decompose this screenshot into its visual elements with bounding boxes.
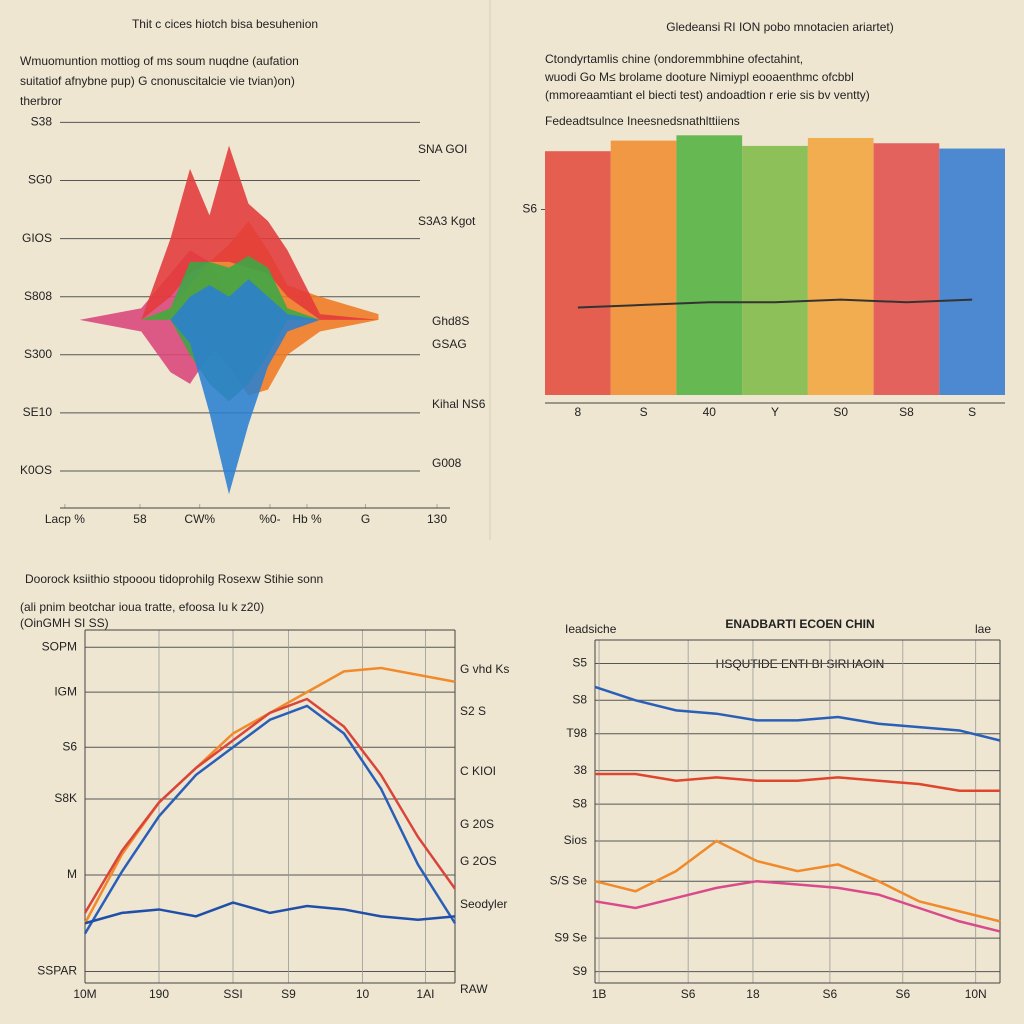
annotation: Kihal NS6 [432, 397, 486, 411]
area [79, 279, 379, 495]
annotation: Ieadsiche [565, 622, 617, 636]
line [84, 901, 456, 925]
x-tick-label: Y [771, 405, 779, 419]
x-tick-label: G [361, 512, 370, 526]
x-tick-label: S8 [899, 405, 914, 419]
x-tick-label: Hb % [292, 512, 322, 526]
y-tick-label: IGM [54, 684, 77, 698]
x-tick-label: S [968, 405, 976, 419]
y-tick-label: S/S Se [550, 873, 588, 887]
chart-subtitle: suitatiof afnybne pup) G cnonuscitalcie … [20, 74, 295, 88]
bar [939, 148, 1005, 395]
y-tick-label: S8 [572, 692, 587, 706]
line [594, 879, 1001, 933]
annotation: S2 S [460, 704, 486, 718]
line [594, 685, 1001, 742]
bar [545, 151, 611, 395]
line [577, 298, 973, 309]
bar [807, 137, 874, 395]
y-tick-label: S808 [24, 289, 52, 303]
bar [610, 140, 677, 395]
y-tick-label: S9 Se [554, 930, 587, 944]
y-tick-label: Sios [564, 833, 587, 847]
annotation: lae [975, 622, 991, 636]
x-tick-label: 58 [133, 512, 147, 526]
x-tick-label: CW% [184, 512, 215, 526]
x-tick-label: S0 [833, 405, 848, 419]
chart-title: Gledeansi RI ION pobo mnotacien ariartet… [666, 20, 893, 34]
x-tick-label: 190 [149, 987, 169, 1001]
chart-subtitle: Wmuomuntion mottiog of ms soum nuqdne (a… [20, 54, 299, 68]
bar [873, 143, 940, 395]
chart-subtitle: HSQUTIDE ENTI BI SIRHAOIN [716, 657, 885, 671]
x-tick-label: S6 [895, 987, 910, 1001]
chart-subtitle: (ali pnim beotchar ioua tratte, efoosa I… [20, 600, 264, 614]
chart-subtitle: (mmoreaamtiant el biecti test) andoadtio… [545, 88, 870, 102]
annotation: C KIOI [460, 764, 496, 778]
x-tick-label: 10 [356, 987, 370, 1001]
annotation: G 2OS [460, 854, 497, 868]
x-tick-label: %0- [259, 512, 280, 526]
annotation: RAW [460, 982, 488, 996]
x-tick-label: 10M [73, 987, 96, 1001]
chart-title: ENADBARTI ECOEN CHIN [725, 617, 874, 631]
area [79, 145, 379, 320]
y-tick-label: 38 [574, 763, 588, 777]
y-tick-label: SG0 [28, 173, 52, 187]
annotation: Ghd8S [432, 314, 469, 328]
bar [742, 145, 808, 395]
x-tick-label: 8 [575, 405, 582, 419]
x-tick-label: 1B [592, 987, 607, 1001]
annotation: GSAG [432, 337, 467, 351]
chart-title: Doorock ksiithio stpooou tidoprohilg Ros… [25, 572, 323, 586]
annotation: G vhd Ks [460, 662, 509, 676]
chart-subtitle: (OinGMH SI SS) [20, 616, 109, 630]
chart-subtitle: therbror [20, 94, 62, 108]
chart-title: Thit c cices hiotch bisa besuhenion [132, 17, 318, 31]
y-tick-label: S6 [522, 202, 537, 216]
x-tick-label: S6 [681, 987, 696, 1001]
y-tick-label: M [67, 867, 77, 881]
y-tick-label: S5 [572, 656, 587, 670]
y-tick-label: SOPM [42, 639, 77, 653]
y-tick-label: S9 [572, 964, 587, 978]
bar [676, 135, 743, 396]
annotation: Fedeadtsulnce Ineesnedsnathlttiiens [545, 114, 740, 128]
annotation: SNA GOI [418, 142, 467, 156]
x-tick-label: S9 [281, 987, 296, 1001]
line [594, 839, 1001, 923]
y-tick-label: S38 [31, 115, 53, 129]
chart-subtitle: Ctondyrtamlis chine (ondoremmbhine ofect… [545, 52, 803, 66]
annotation: Seodyler [460, 897, 507, 911]
line [83, 704, 457, 935]
x-tick-label: 1AI [416, 987, 434, 1001]
x-tick-label: SSI [223, 987, 242, 1001]
annotation: S3A3 Kgot [418, 214, 476, 228]
annotation: G008 [432, 456, 462, 470]
x-tick-label: S [640, 405, 648, 419]
y-tick-label: K0OS [20, 463, 52, 477]
y-tick-label: S300 [24, 347, 52, 361]
y-tick-label: S8 [572, 796, 587, 810]
x-tick-label: 130 [427, 512, 447, 526]
x-tick-label: Lacp % [45, 512, 85, 526]
y-tick-label: T98 [566, 726, 587, 740]
line [595, 772, 1000, 792]
x-tick-label: S6 [823, 987, 838, 1001]
x-tick-label: 10N [965, 987, 987, 1001]
x-tick-label: 40 [703, 405, 717, 419]
line [83, 697, 457, 914]
annotation: G 20S [460, 817, 494, 831]
x-tick-label: 18 [746, 987, 760, 1001]
chart-subtitle: wuodi Go M≤ brolame dooture Nimiypl eooa… [544, 70, 854, 84]
y-tick-label: SSPAR [37, 964, 77, 978]
y-tick-label: S6 [62, 739, 77, 753]
y-tick-label: SE10 [23, 405, 53, 419]
y-tick-label: GIOS [22, 231, 52, 245]
y-tick-label: S8K [54, 791, 77, 805]
